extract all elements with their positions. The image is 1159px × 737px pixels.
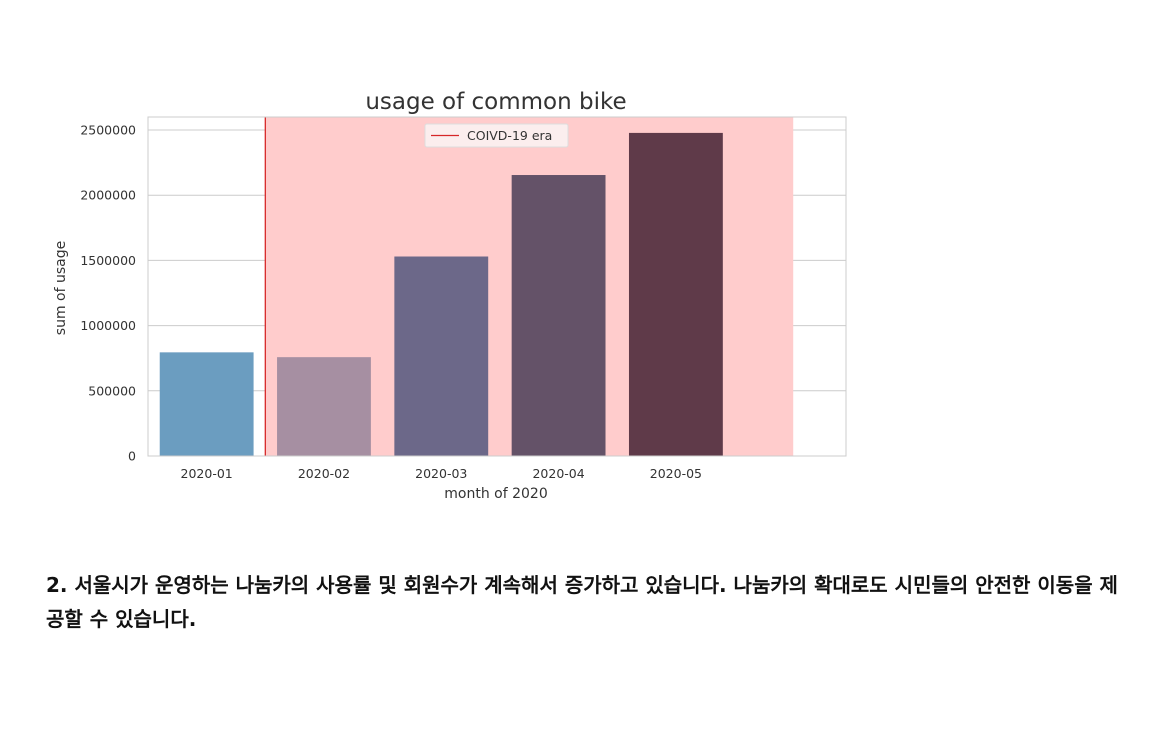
bar (511, 175, 606, 456)
bars (159, 132, 723, 456)
y-axis-label: sum of usage (53, 241, 69, 335)
bar (394, 256, 489, 456)
chart-title: usage of common bike (365, 89, 626, 115)
bar (277, 357, 371, 456)
caption-number: 2 (46, 573, 60, 597)
x-tick-label: 2020-05 (650, 466, 702, 481)
y-tick-label: 1000000 (80, 318, 136, 333)
y-tick-label: 2000000 (80, 188, 136, 203)
caption-text: . 서울시가 운영하는 나눔카의 사용률 및 회원수가 계속해서 증가하고 있습… (46, 573, 1118, 631)
x-tick-label: 2020-02 (298, 466, 350, 481)
x-tick-label: 2020-03 (415, 466, 467, 481)
y-tick-label: 2500000 (80, 123, 136, 138)
legend-box (424, 123, 569, 148)
x-axis-label: month of 2020 (444, 486, 547, 502)
plot-border (147, 116, 847, 457)
bar (159, 352, 254, 456)
x-tick-label: 2020-01 (181, 466, 233, 481)
legend-label: COIVD-19 era (467, 128, 552, 143)
x-tick-labels: 2020-01 2020-02 2020-03 2020-04 2020-05 (181, 466, 702, 481)
y-tick-label: 0 (128, 449, 136, 464)
legend: COIVD-19 era (424, 123, 569, 148)
x-tick-label: 2020-04 (532, 466, 584, 481)
caption-paragraph: 2. 서울시가 운영하는 나눔카의 사용률 및 회원수가 계속해서 증가하고 있… (46, 568, 1136, 636)
bar-chart: 0 500000 1000000 1500000 2000000 2500000 2020… (53, 89, 847, 502)
y-tick-labels: 0 500000 1000000 1500000 2000000 2500000 (80, 123, 136, 464)
y-tick-label: 1500000 (80, 253, 136, 268)
plot-frame (147, 116, 847, 457)
y-tick-label: 500000 (88, 383, 136, 398)
bar (628, 132, 723, 456)
